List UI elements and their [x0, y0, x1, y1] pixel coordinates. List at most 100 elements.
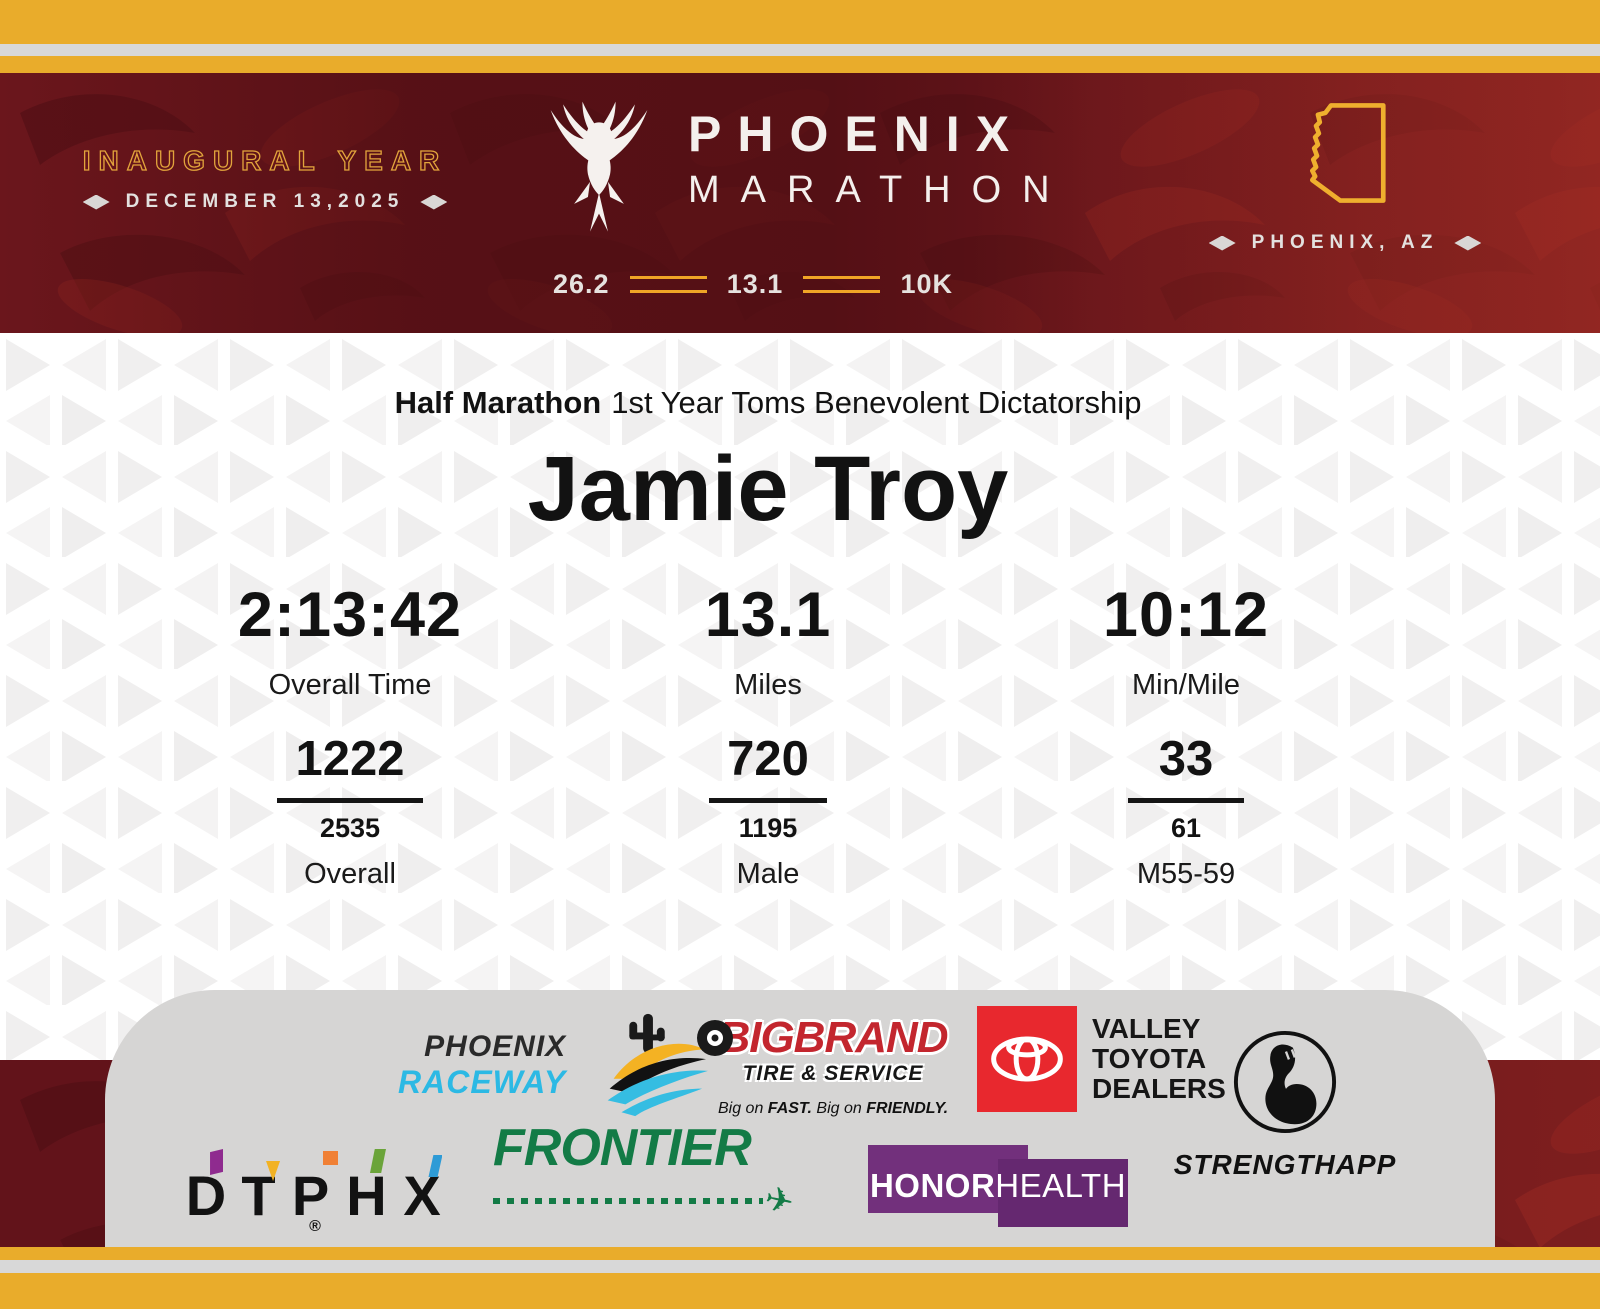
rank-overall: 1222 2535 Overall — [150, 731, 550, 891]
stat-overall-time: 2:13:42 Overall Time — [150, 579, 550, 702]
event-location: PHOENIX, AZ — [1251, 232, 1439, 253]
rank-place: 1222 — [277, 731, 423, 803]
sponsor-honorhealth: HONORHEALTH — [868, 1145, 1128, 1227]
diamond-icon — [1454, 235, 1482, 251]
distance-separator-line — [629, 276, 707, 293]
event-title-line2: MARATHON — [688, 169, 1071, 211]
registered-mark: ® — [309, 1218, 321, 1235]
bottom-gray-stripe — [0, 1260, 1600, 1273]
tagline-part: Big on — [717, 1100, 768, 1117]
header-pattern-background — [0, 73, 1600, 333]
sponsor-panel: PHOENIX RACEWAY BigBrand — [105, 990, 1495, 1305]
rank-label: Male — [736, 858, 800, 890]
top-gold-bar — [0, 0, 1600, 44]
honorhealth-block-right — [998, 1159, 1128, 1227]
dtphx-letter-glyph: H — [346, 1164, 390, 1227]
dtphx-letter: T — [235, 1112, 285, 1224]
sponsor-strengthapp: STRENGTHAPP — [1140, 1028, 1430, 1181]
sponsor-bigbrand: BigBrand TIRE & SERVICE Big on FAST. Big… — [693, 1016, 973, 1118]
rank-label: Overall — [304, 858, 396, 890]
toyota-emblem-icon — [977, 1006, 1077, 1112]
sponsor-frontier: FRONTIER ✈ — [493, 1119, 823, 1223]
rank-gender: 720 1195 Male — [568, 731, 968, 891]
header-banner: INAUGURAL YEAR DECEMBER 13,2025 PHOENIX — [0, 73, 1600, 333]
rank-place: 33 — [1128, 731, 1244, 803]
strengthapp-wordmark: STRENGTHAPP — [1173, 1149, 1397, 1180]
sponsor-valley-toyota: VALLEY TOYOTA DEALERS — [977, 1006, 1226, 1112]
race-name: Half Marathon — [394, 385, 602, 420]
dtphx-letter: H — [339, 1112, 397, 1224]
strengthapp-bicep-icon — [1233, 1030, 1337, 1134]
bigbrand-wordmark: BigBrand — [718, 1013, 948, 1062]
stat-label: Miles — [734, 669, 802, 701]
tagline-part: Big on — [811, 1100, 867, 1117]
dtphx-letter-glyph: P — [291, 1164, 333, 1227]
stat-miles: 13.1 Miles — [568, 579, 968, 702]
frontier-wordmark: FRONTIER — [493, 1119, 752, 1177]
rank-division: 33 61 M55-59 — [986, 731, 1386, 891]
honorhealth-light: HEALTH — [995, 1167, 1127, 1204]
toyota-line1: VALLEY — [1092, 1013, 1201, 1045]
race-category-line: Half Marathon 1st Year Toms Benevolent Di… — [0, 385, 1536, 421]
stat-value: 10:12 — [1102, 580, 1270, 650]
tagline-part: FAST. — [767, 1100, 812, 1117]
top-gold-bar-2 — [0, 56, 1600, 73]
event-date: DECEMBER 13,2025 — [125, 191, 405, 212]
dtphx-letter: D — [180, 1112, 235, 1224]
rank-total: 2535 — [319, 813, 381, 843]
phoenix-bird-icon — [550, 101, 648, 232]
stat-value: 13.1 — [704, 580, 832, 650]
athlete-name: Jamie Troy — [527, 438, 1009, 540]
distance-marathon: 26.2 — [553, 269, 610, 299]
location-block: PHOENIX, AZ — [1165, 101, 1525, 254]
raceway-line1: PHOENIX — [424, 1030, 567, 1063]
dtphx-letter-glyph: T — [241, 1164, 279, 1227]
bottom-gold-bar — [0, 1247, 1600, 1260]
result-section: Half Marathon 1st Year Toms Benevolent Di… — [0, 333, 1600, 1060]
distance-10k: 10K — [900, 269, 953, 299]
rank-label: M55-59 — [1136, 858, 1236, 890]
stat-label: Overall Time — [268, 669, 432, 701]
dtphx-letter-glyph: D — [185, 1164, 230, 1227]
rank-place: 720 — [709, 731, 827, 803]
diamond-icon — [82, 194, 110, 210]
dtphx-wordmark: D T P H X ® — [180, 1112, 450, 1242]
event-date-row: DECEMBER 13,2025 — [55, 191, 475, 213]
arizona-state-icon — [1310, 103, 1386, 203]
airplane-icon: ✈ — [761, 1179, 798, 1223]
honorhealth-bold: HONOR — [869, 1167, 996, 1204]
inaugural-year-label: INAUGURAL YEAR — [82, 144, 448, 176]
raceway-cactus-logo-icon — [607, 1013, 709, 1117]
tagline-part: FRIENDLY. — [866, 1100, 949, 1117]
bigbrand-subtitle: TIRE & SERVICE — [742, 1062, 924, 1085]
toyota-wordmark: VALLEY TOYOTA DEALERS — [1092, 1014, 1226, 1104]
top-gray-stripe — [0, 44, 1600, 56]
stat-pace: 10:12 Min/Mile — [986, 579, 1386, 702]
bottom-gold-bar-2 — [0, 1273, 1600, 1309]
sponsor-phoenix-raceway: PHOENIX RACEWAY — [398, 1006, 724, 1124]
rank-total: 1195 — [738, 813, 798, 843]
honorhealth-wordmark: HONORHEALTH — [868, 1169, 1128, 1202]
location-row: PHOENIX, AZ — [1165, 232, 1525, 254]
raceway-line2: RACEWAY — [398, 1064, 567, 1100]
event-title: PHOENIX MARATHON — [688, 109, 1071, 209]
distance-half: 13.1 — [726, 269, 784, 299]
phoenix-raceway-wordmark: PHOENIX RACEWAY — [398, 1030, 567, 1100]
toyota-line2: TOYOTA — [1092, 1043, 1207, 1075]
event-title-line1: PHOENIX — [688, 106, 1026, 162]
race-subtitle: 1st Year Toms Benevolent Dictatorship — [611, 385, 1142, 420]
dashed-line — [493, 1198, 763, 1204]
diamond-icon — [1208, 235, 1236, 251]
stat-label: Min/Mile — [1132, 669, 1240, 701]
distance-separator-line — [803, 276, 881, 293]
frontier-flightpath: ✈ — [493, 1179, 823, 1223]
rank-total: 61 — [1170, 813, 1202, 843]
dtphx-letter: X — [397, 1112, 450, 1224]
bigbrand-tagline: Big on FAST. Big on FRIENDLY. — [693, 1100, 973, 1118]
race-distances-row: 26.2 13.1 10K — [553, 269, 953, 300]
stat-value: 2:13:42 — [237, 580, 463, 650]
dtphx-letter: P — [285, 1112, 339, 1224]
inaugural-block: INAUGURAL YEAR DECEMBER 13,2025 — [55, 144, 475, 213]
toyota-line3: DEALERS — [1092, 1072, 1226, 1104]
